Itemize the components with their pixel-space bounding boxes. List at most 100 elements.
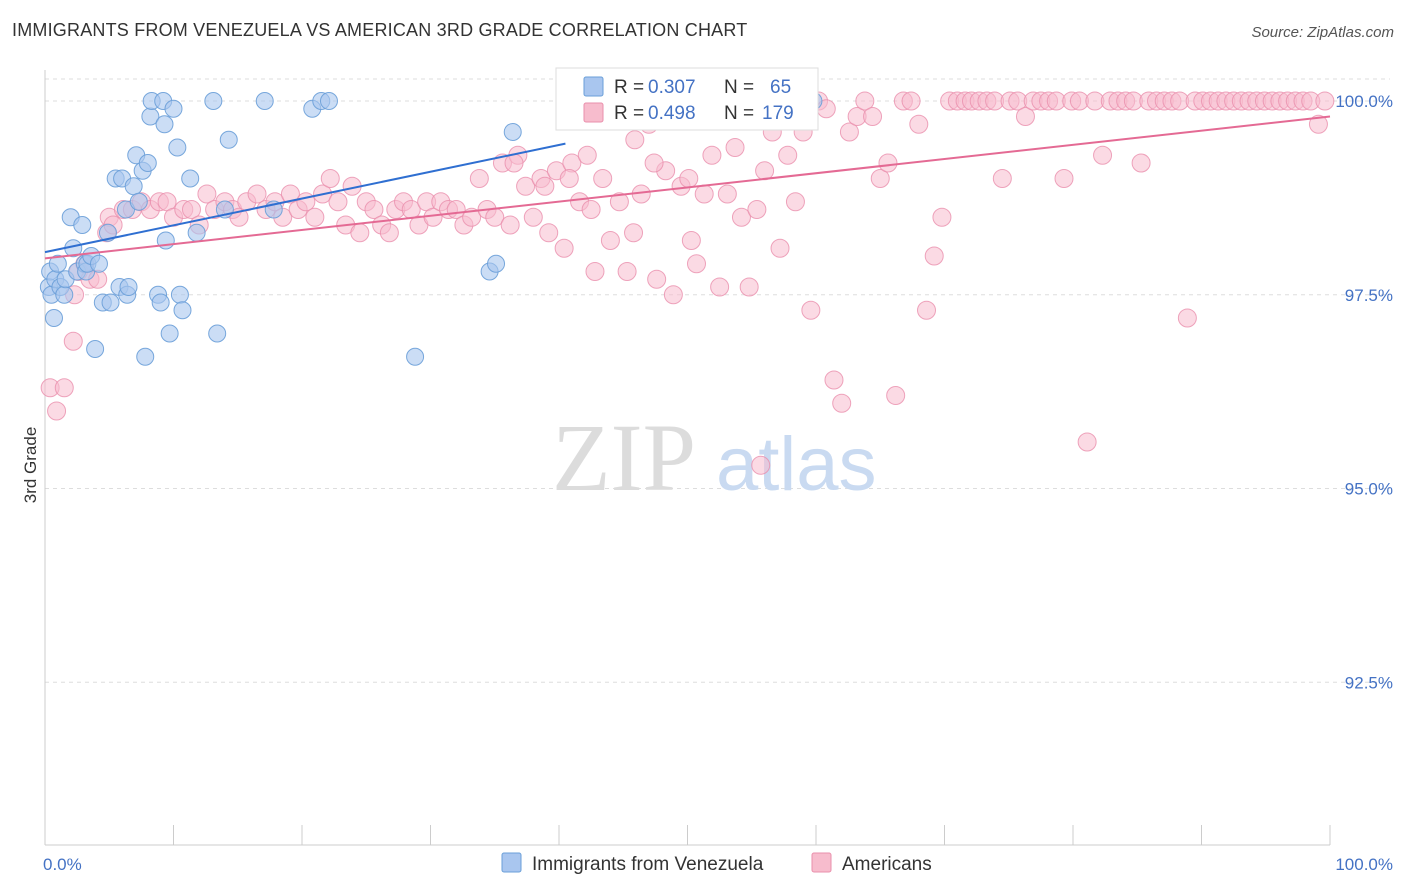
americans-point [992,169,1012,188]
americans-point [581,200,601,219]
americans-point [917,300,937,320]
source-note: Source: ZipAtlas.com [1251,24,1394,41]
venezuela-point [73,216,92,234]
americans-series [40,91,1335,475]
series-legend: Immigrants from Venezuela Americans [501,852,932,875]
americans-point [1093,145,1113,165]
americans-point [751,455,771,475]
legend-swatch-americans [811,852,832,873]
r-label-pink: R = [614,103,644,124]
venezuela-point [406,347,425,366]
venezuela-point [129,192,148,211]
legend-label-americans: Americans [842,854,932,875]
americans-point [577,145,597,165]
americans-point [181,200,201,219]
americans-point [364,200,384,219]
americans-point [516,176,536,196]
venezuela-point [160,324,179,343]
americans-point [320,169,340,188]
venezuela-trend-line [44,142,566,254]
americans-point [647,269,667,289]
venezuela-point [173,301,192,320]
americans-point [1077,432,1097,452]
americans-point [801,300,821,320]
americans-point [855,91,875,111]
venezuela-point [187,223,206,242]
y-axis-label: 3rd Grade [21,427,40,504]
americans-point [778,145,798,165]
americans-point [717,184,737,204]
americans-point [839,122,859,142]
americans-point [1015,107,1035,126]
venezuela-point [319,92,338,110]
americans-point [1315,91,1335,111]
venezuela-point [168,138,187,157]
venezuela-point [55,285,74,304]
americans-point [469,169,489,188]
americans-point [878,153,898,173]
americans-point [593,169,613,188]
venezuela-point [136,347,155,366]
venezuela-point [204,92,223,110]
grid [45,78,1390,683]
americans-point [901,91,921,111]
americans-point [824,370,844,390]
americans-point [462,207,482,227]
americans-point [523,207,543,227]
venezuela-point [48,254,67,273]
americans-point [702,145,722,165]
y-tick-label: 97.5% [1345,286,1393,305]
x-ticks: 0.0% 100.0% [43,855,1393,874]
americans-point [909,114,929,134]
venezuela-point [44,309,63,327]
americans-point [47,401,67,421]
americans-point [725,138,745,157]
venezuela-point [487,254,506,273]
r-value-blue: 0.307 [648,77,696,98]
americans-point [624,223,644,243]
americans-point [747,200,767,219]
watermark-atlas: atlas [716,422,877,507]
venezuela-point [164,99,183,118]
venezuela-point [101,293,120,312]
americans-point [710,277,730,297]
americans-point [535,176,555,196]
americans-point [832,393,852,413]
americans-point [785,192,805,212]
x-tick-label: 0.0% [43,855,82,874]
pink-legend-swatch [583,102,604,123]
americans-point [644,153,664,173]
venezuela-point [208,324,227,343]
y-tick-label: 95.0% [1345,480,1393,499]
venezuela-point [119,278,138,296]
venezuela-point [181,169,200,188]
chart-title: IMMIGRANTS FROM VENEZUELA VS AMERICAN 3R… [12,20,748,40]
x-tick-label: 100.0% [1335,855,1393,874]
americans-point [500,215,520,235]
legend-label-venezuela: Immigrants from Venezuela [532,854,764,875]
venezuela-point [86,340,105,358]
americans-point [328,192,348,212]
venezuela-point [98,223,117,242]
y-ticks: 100.0% 97.5% 95.0% 92.5% [1335,92,1393,692]
n-label-pink: N = [724,103,754,124]
stats-legend: R = 0.307 N = 65 R = 0.498 N = 179 [555,67,819,131]
americans-point [1177,308,1197,328]
americans-point [539,223,559,243]
americans-point [694,184,714,204]
americans-point [617,262,637,281]
americans-point [305,207,325,227]
americans-point [625,130,645,150]
americans-point [54,378,74,398]
watermark-zip: ZIP [552,404,696,511]
americans-point [731,207,751,227]
americans-point [63,331,83,351]
americans-point [924,246,944,266]
venezuela-point [155,115,174,134]
venezuela-point [219,130,238,149]
watermark: ZIP atlas [552,404,877,511]
venezuela-point [503,123,522,141]
venezuela-point [89,254,108,273]
venezuela-point [138,154,157,172]
